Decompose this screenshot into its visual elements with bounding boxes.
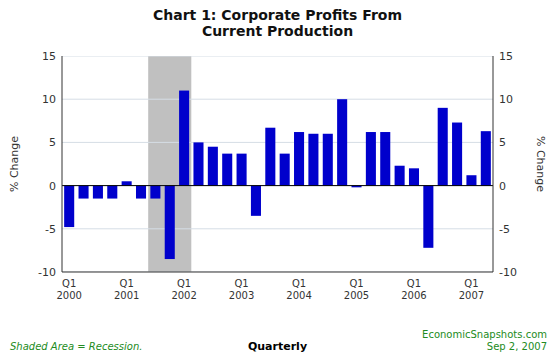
- bar: [93, 186, 103, 199]
- y-tick-label: 0: [49, 180, 56, 193]
- y2-axis-line: [493, 56, 494, 272]
- bar: [251, 186, 261, 216]
- bar: [208, 147, 218, 186]
- x-tick-label: Q12005: [344, 278, 369, 301]
- bar: [466, 175, 476, 185]
- bar: [79, 186, 89, 199]
- grid-line: [62, 142, 493, 143]
- y2-tick-label: -10: [499, 266, 517, 279]
- y-axis-line: [62, 56, 63, 272]
- y2-tick-label: 10: [499, 93, 513, 106]
- y-tick-label: 10: [42, 93, 56, 106]
- x-axis-label: Quarterly: [248, 340, 307, 353]
- footnote: EconomicSnapshots.comSep 2, 2007: [422, 329, 547, 352]
- bar: [280, 154, 290, 186]
- grid-line: [62, 272, 493, 273]
- bar: [380, 132, 390, 186]
- bar: [150, 186, 160, 199]
- bar: [179, 91, 189, 186]
- y2-tick-label: 5: [499, 136, 506, 149]
- x-tick-label: Q12001: [114, 278, 139, 301]
- grid-line: [62, 185, 493, 186]
- bar: [438, 108, 448, 186]
- x-tick-label: Q12003: [229, 278, 254, 301]
- bar: [481, 131, 491, 185]
- title: Chart 1: Corporate Profits FromCurrent P…: [153, 7, 402, 39]
- bar: [409, 168, 419, 185]
- y-tick-label: 5: [49, 136, 56, 149]
- bar: [323, 134, 333, 186]
- bar: [64, 186, 74, 227]
- chart: -10 -5 0 5 10 15 -10 -5 0 5 10 15 % Change % Change Q1…: [0, 0, 555, 360]
- bar: [423, 186, 433, 248]
- y2-tick-label: 15: [499, 50, 513, 63]
- bar: [265, 128, 275, 186]
- bar: [107, 186, 117, 199]
- grid-line: [62, 99, 493, 100]
- zero-line: [62, 185, 493, 186]
- y2-axis-label: % Change: [534, 136, 547, 192]
- x-tick-label: Q12006: [401, 278, 426, 301]
- bar: [337, 99, 347, 185]
- y-axis-label: % Change: [8, 136, 21, 192]
- bar: [237, 154, 247, 186]
- grid-line: [62, 56, 493, 57]
- bar: [222, 154, 232, 186]
- bar: [294, 132, 304, 186]
- bar: [136, 186, 146, 199]
- y-tick-label: -5: [45, 223, 56, 236]
- bar: [193, 142, 203, 185]
- x-axis-line: [62, 272, 493, 273]
- shaded-area: [148, 56, 191, 272]
- y2-tick-label: -5: [499, 223, 510, 236]
- footnote: Shaded Area = Recession.: [10, 341, 142, 352]
- y-tick-label: -10: [38, 266, 56, 279]
- bar: [452, 123, 462, 186]
- x-tick-label: Q12007: [459, 278, 484, 301]
- bar: [308, 134, 318, 186]
- bar: [395, 166, 405, 186]
- x-tick-label: Q12000: [56, 278, 81, 301]
- bar: [122, 181, 132, 185]
- bar: [165, 186, 175, 259]
- x-tick-label: Q12002: [171, 278, 196, 301]
- bar: [366, 132, 376, 186]
- x-tick-label: Q12004: [286, 278, 311, 301]
- plot-area: [62, 56, 493, 272]
- y-tick-label: 15: [42, 50, 56, 63]
- y2-tick-label: 0: [499, 180, 506, 193]
